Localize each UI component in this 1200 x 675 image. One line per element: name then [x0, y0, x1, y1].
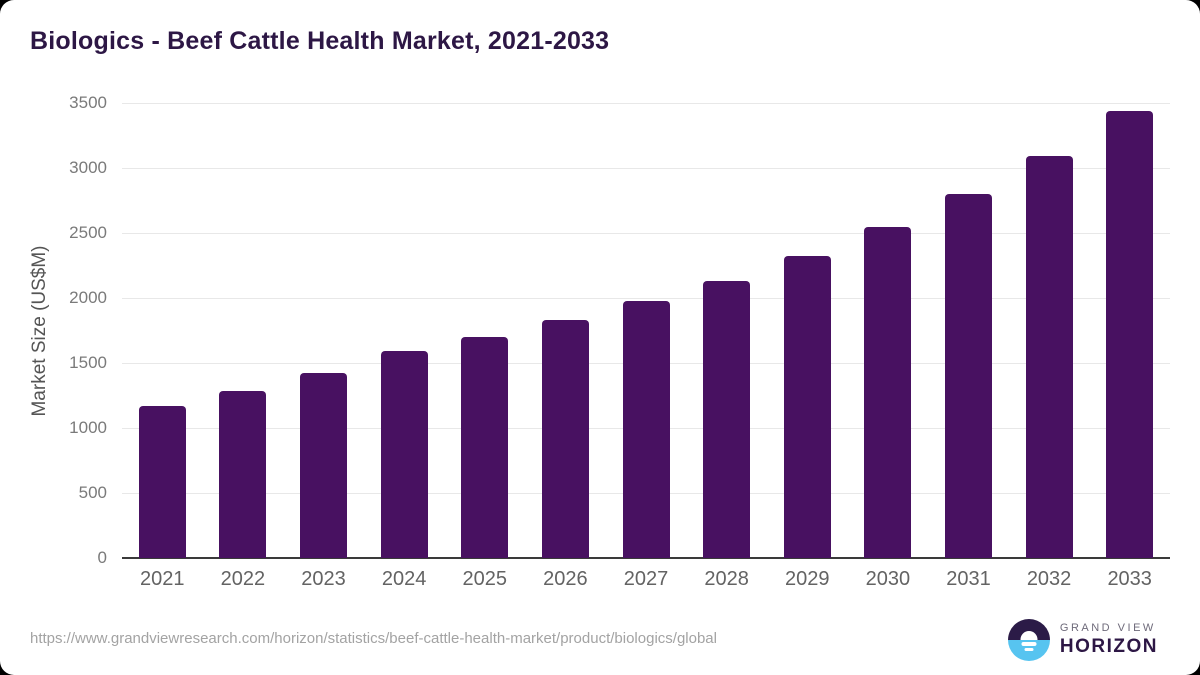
y-axis-title: Market Size (US$M) — [29, 245, 50, 417]
x-tick-label-2026: 2026 — [543, 568, 588, 590]
y-tick-label-500: 500 — [78, 483, 107, 502]
x-tick-label-2033: 2033 — [1107, 568, 1152, 590]
y-tick-label-2000: 2000 — [69, 288, 107, 307]
x-tick-label-2029: 2029 — [784, 568, 830, 590]
x-tick-label-2021: 2021 — [140, 568, 185, 590]
y-tick-label-1000: 1000 — [69, 418, 107, 437]
y-tick-label-3000: 3000 — [69, 158, 107, 177]
x-tick-label-2027: 2027 — [623, 568, 669, 590]
logo-text-grand-view: GRAND VIEW — [1059, 622, 1156, 634]
logo-sun-shape — [1020, 631, 1038, 640]
gridline-y-2000 — [122, 298, 1170, 299]
bar-2026 — [541, 320, 589, 558]
x-tick-label-2022: 2022 — [220, 568, 266, 590]
logo-text-horizon: HORIZON — [1059, 636, 1158, 657]
gridline-y-3500 — [122, 103, 1170, 104]
bar-2021 — [138, 405, 186, 558]
horizon-logo-icon — [1007, 619, 1050, 661]
logo-text: GRAND VIEW HORIZON — [1060, 622, 1158, 658]
y-tick-label-3500: 3500 — [69, 93, 107, 112]
bar-2029 — [783, 256, 831, 558]
x-axis-line — [122, 557, 1170, 559]
bar-2024 — [380, 351, 428, 558]
source-url: https://www.grandviewresearch.com/horizo… — [30, 630, 717, 647]
x-tick-label-2023: 2023 — [301, 568, 346, 590]
bar-2023 — [300, 373, 348, 558]
bar-2025 — [461, 337, 509, 558]
grand-view-horizon-logo: GRAND VIEW HORIZON — [1007, 619, 1158, 661]
y-tick-label-2500: 2500 — [69, 223, 107, 242]
gridline-y-3000 — [122, 168, 1170, 169]
bar-2028 — [703, 281, 751, 558]
x-tick-label-2024: 2024 — [381, 568, 427, 590]
x-tick-label-2030: 2030 — [865, 568, 911, 590]
y-tick-label-1500: 1500 — [69, 353, 107, 372]
x-tick-label-2025: 2025 — [462, 568, 508, 590]
logo-wave-line-2 — [1024, 647, 1034, 651]
gridline-y-2500 — [122, 233, 1170, 234]
y-tick-label-0: 0 — [97, 548, 107, 567]
bar-2032 — [1025, 156, 1073, 558]
bar-2033 — [1106, 111, 1154, 558]
bar-2030 — [864, 227, 912, 558]
x-tick-label-2028: 2028 — [704, 568, 749, 590]
x-tick-label-2031: 2031 — [946, 568, 991, 590]
logo-sky-half — [1007, 619, 1050, 640]
bar-2022 — [219, 390, 267, 558]
bar-2027 — [622, 301, 670, 558]
x-tick-label-2032: 2032 — [1026, 568, 1072, 590]
logo-wave-line-1 — [1021, 642, 1037, 646]
bar-2031 — [944, 194, 992, 558]
chart-title: Biologics - Beef Cattle Health Market, 2… — [30, 27, 610, 55]
